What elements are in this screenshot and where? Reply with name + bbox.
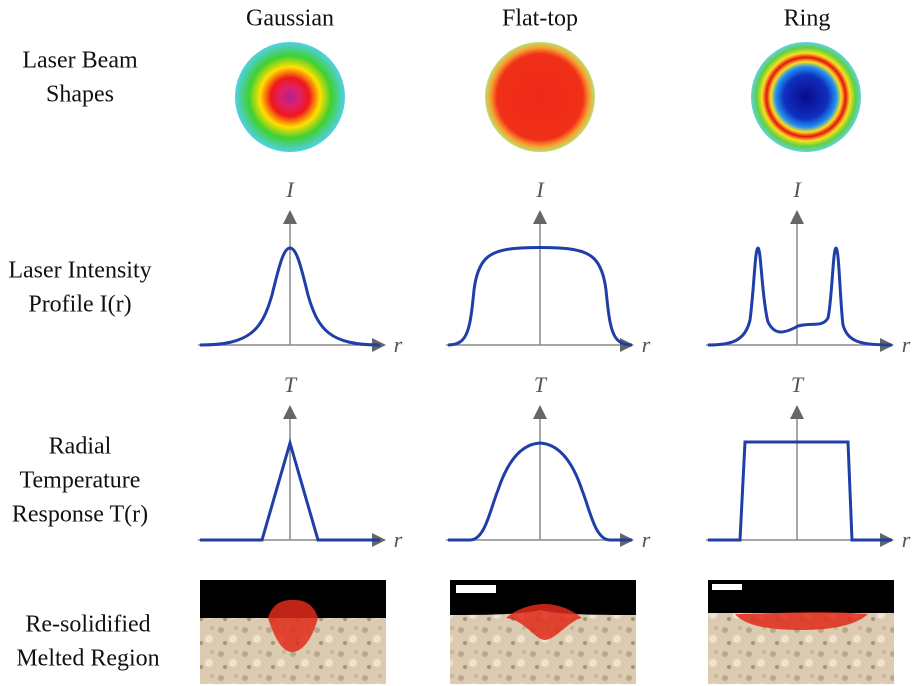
y-arrow xyxy=(790,210,804,224)
y-arrow xyxy=(533,405,547,419)
x-axis-label: r xyxy=(902,332,911,357)
y-axis-label: T xyxy=(791,372,805,397)
y-arrow xyxy=(283,405,297,419)
gaussian-beam xyxy=(235,42,345,152)
y-axis-label: I xyxy=(285,177,295,202)
x-axis-label: r xyxy=(902,527,911,552)
x-axis-label: r xyxy=(642,527,651,552)
row-label: Melted Region xyxy=(16,646,159,672)
row-label: Laser Intensity xyxy=(8,258,151,284)
row-label: Shapes xyxy=(46,82,114,108)
y-axis-label: T xyxy=(284,372,298,397)
figure: Gaussian Flat-top Ring Laser Beam Shapes… xyxy=(0,0,912,686)
row-label: Re-solidified xyxy=(25,612,150,638)
flat-top-beam xyxy=(485,42,595,152)
y-arrow xyxy=(790,405,804,419)
row-label: Profile I(r) xyxy=(28,292,131,318)
y-axis-label: I xyxy=(535,177,545,202)
row-label: Radial xyxy=(49,434,112,460)
x-axis-label: r xyxy=(642,332,651,357)
gaussian-melt-image xyxy=(200,580,386,684)
x-axis-label: r xyxy=(394,332,403,357)
ring-melt-image xyxy=(708,580,894,684)
row-label: Temperature xyxy=(20,468,141,494)
y-axis-label: T xyxy=(534,372,548,397)
column-title: Flat-top xyxy=(502,6,578,32)
ring-beam xyxy=(751,42,861,152)
flat-top-melt-image xyxy=(450,580,636,684)
column-title: Gaussian xyxy=(246,6,334,32)
ring-intensity-curve xyxy=(708,248,892,345)
row-label: Laser Beam xyxy=(22,48,138,74)
x-axis-label: r xyxy=(394,527,403,552)
column-title: Ring xyxy=(784,6,831,32)
y-axis-label: I xyxy=(792,177,802,202)
row-label: Response T(r) xyxy=(12,502,148,528)
y-arrow xyxy=(533,210,547,224)
y-arrow xyxy=(283,210,297,224)
ring-temperature-curve xyxy=(708,442,892,540)
